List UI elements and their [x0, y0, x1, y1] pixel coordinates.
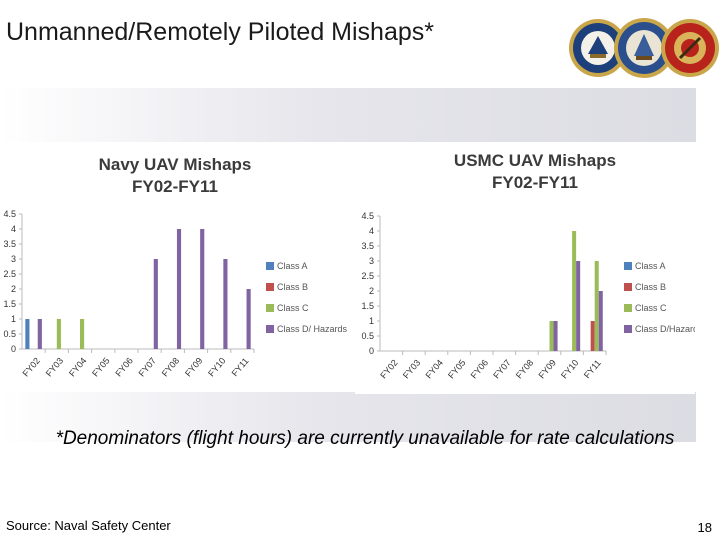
usmc-y-tick-label: 2: [369, 286, 374, 296]
usmc-legend-label: Class D/Hazards: [635, 324, 695, 334]
usmc-x-tick-label: FY09: [536, 358, 557, 381]
usmc-y-tick-label: 0.5: [361, 331, 374, 341]
footer-band: [0, 392, 696, 442]
usmc-y-tick-label: 4.5: [361, 211, 374, 221]
usmc-x-tick-label: FY11: [582, 358, 603, 380]
usmc-bar-class-c-fy10: [572, 231, 577, 351]
usmc-legend-swatch: [624, 262, 632, 270]
usmc-chart-panel: USMC UAV Mishaps FY02-FY11 0 0.5 1 1.5 2 2.5 3…: [355, 142, 695, 394]
navy-legend-swatch: [266, 262, 274, 270]
usmc-legend-label: Class A: [635, 261, 666, 271]
navy-bar-class-d-hazards-fy09: [200, 229, 205, 349]
navy-x-tick-label: FY04: [67, 356, 88, 379]
navy-bar-class-d-hazards-fy10: [223, 259, 228, 349]
navy-legend-swatch: [266, 325, 274, 333]
usmc-chart-title: USMC UAV Mishaps FY02-FY11: [415, 150, 655, 194]
navy-chart-title-line2: FY02-FY11: [132, 177, 218, 196]
usmc-legend-swatch: [624, 325, 632, 333]
navy-x-tick-label: FY02: [21, 356, 42, 379]
usmc-bar-class-b-fy11: [590, 321, 595, 351]
usmc-y-tick-label: 0: [369, 346, 374, 356]
navy-chart-title: Navy UAV Mishaps FY02-FY11: [60, 154, 290, 198]
navy-chart-title-line1: Navy UAV Mishaps: [98, 155, 252, 174]
navy-y-tick-label: 1: [11, 314, 16, 324]
navy-y-tick-label: 0.5: [3, 329, 16, 339]
navy-y-tick-label: 3.5: [3, 239, 16, 249]
navy-x-tick-label: FY10: [206, 356, 227, 379]
navy-legend-swatch: [266, 283, 274, 291]
navy-bar-class-d-hazards-fy02: [37, 319, 42, 349]
navy-bar-class-d-hazards-fy07: [153, 259, 158, 349]
navy-legend-swatch: [266, 304, 274, 312]
department-of-navy-seal-icon: [614, 18, 674, 78]
usmc-y-tick-label: 2.5: [361, 271, 374, 281]
navy-bar-class-d-hazards-fy08: [176, 229, 182, 349]
usmc-legend-label: Class B: [635, 282, 666, 292]
navy-y-tick-label: 4.5: [3, 209, 16, 219]
seal-logos: [568, 8, 720, 88]
navy-x-tick-label: FY05: [90, 356, 111, 379]
navy-y-tick-label: 4: [11, 224, 16, 234]
navy-chart-plot: 0 0.5 1 1.5 2 2.5 3 3.5 4 4.5 FY02 FY03 FY04 FY05 FY06…: [3, 209, 348, 379]
navy-bar-class-a-fy02: [25, 319, 30, 349]
navy-x-tick-label: FY08: [160, 356, 181, 379]
usmc-chart-plot: 0 0.5 1 1.5 2 2.5 3 3.5 4 4.5 FY02 FY03 FY04 FY05 FY06…: [361, 211, 695, 381]
usmc-x-tick-label: FY07: [491, 358, 512, 381]
usmc-chart-title-line2: FY02-FY11: [492, 173, 578, 192]
usmc-bar-class-d-hazards-fy09: [553, 321, 558, 351]
navy-x-tick-label: FY06: [113, 356, 134, 379]
usmc-x-tick-label: FY06: [469, 358, 490, 381]
navy-x-tick-label: FY03: [44, 356, 65, 379]
navy-bar-class-c-fy04: [80, 319, 85, 349]
navy-y-tick-label: 3: [11, 254, 16, 264]
usmc-x-tick-label: FY05: [446, 358, 467, 381]
usmc-x-tick-label: FY08: [514, 358, 535, 381]
usmc-x-tick-label: FY02: [378, 358, 399, 381]
usmc-y-tick-label: 4: [369, 226, 374, 236]
navy-legend-label: Class D/ Hazards: [277, 324, 348, 334]
marine-corps-seal-icon: [661, 19, 719, 77]
navy-legend-label: Class A: [277, 261, 308, 271]
navy-y-tick-label: 2: [11, 284, 16, 294]
header-band: [0, 88, 696, 142]
navy-y-tick-label: 0: [11, 344, 16, 354]
usmc-x-tick-label: FY03: [401, 358, 422, 381]
navy-x-tick-label: FY11: [230, 356, 251, 378]
navy-chart-panel: Navy UAV Mishaps FY02-FY11 0 0.5 1 1.5 2 2.5 3…: [0, 142, 354, 390]
navy-x-tick-label: FY07: [137, 356, 158, 379]
usmc-y-tick-label: 3.5: [361, 241, 374, 251]
usmc-bar-class-d-hazards-fy11: [598, 291, 603, 351]
navy-legend-label: Class C: [277, 303, 309, 313]
slide-title: Unmanned/Remotely Piloted Mishaps*: [6, 18, 434, 46]
usmc-legend-swatch: [624, 283, 632, 291]
usmc-x-tick-label: FY10: [559, 358, 580, 381]
page-number: 18: [697, 520, 712, 535]
usmc-legend-swatch: [624, 304, 632, 312]
navy-bar-class-c-fy03: [56, 319, 61, 349]
usmc-bar-class-c-fy11: [594, 261, 599, 351]
denominator-note: *Denominators (flight hours) are current…: [55, 428, 675, 449]
usmc-chart-title-line1: USMC UAV Mishaps: [453, 151, 617, 170]
navy-y-tick-label: 2.5: [3, 269, 16, 279]
seal-logos-graphic: [569, 18, 719, 78]
navy-legend-label: Class B: [277, 282, 308, 292]
navy-y-tick-label: 1.5: [3, 299, 16, 309]
usmc-x-tick-label: FY04: [423, 358, 444, 381]
usmc-y-tick-label: 3: [369, 256, 374, 266]
usmc-bar-class-d-hazards-fy10: [576, 261, 581, 351]
navy-seal-icon: [569, 19, 627, 77]
source-text: Source: Naval Safety Center: [6, 518, 171, 533]
usmc-bar-class-c-fy09: [549, 321, 554, 351]
usmc-y-tick-label: 1: [369, 316, 374, 326]
navy-x-tick-label: FY09: [183, 356, 204, 379]
navy-bar-class-d-hazards-fy11: [246, 289, 251, 349]
usmc-y-tick-label: 1.5: [361, 301, 374, 311]
usmc-legend-label: Class C: [635, 303, 667, 313]
